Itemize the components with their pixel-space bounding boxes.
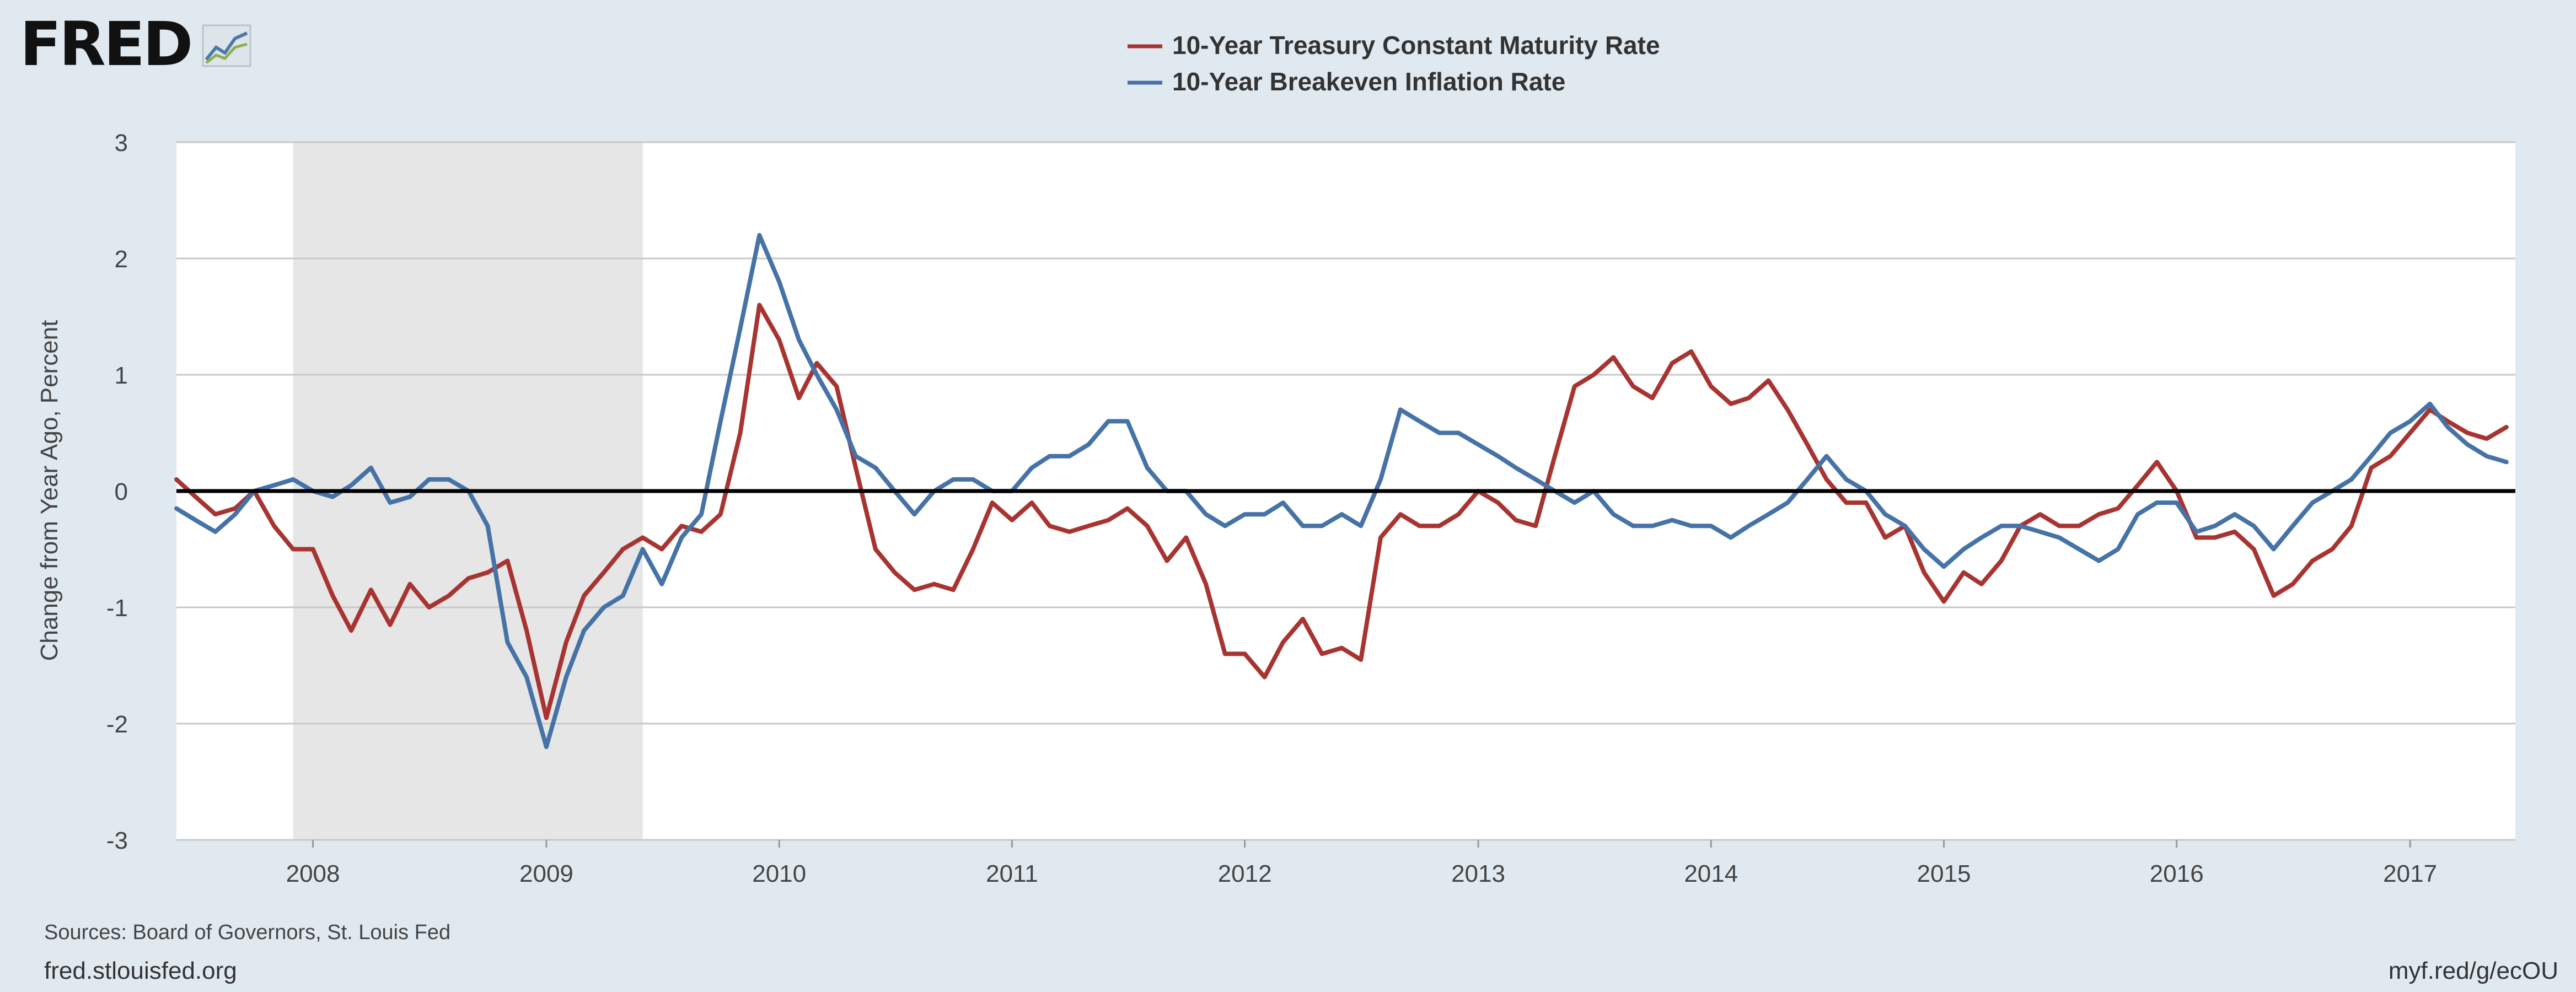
- legend-label: 10-Year Breakeven Inflation Rate: [1172, 67, 1565, 96]
- y-tick-label: -2: [106, 711, 128, 738]
- x-tick-label: 2014: [1684, 860, 1738, 887]
- x-tick-label: 2016: [2150, 860, 2204, 887]
- site-link[interactable]: fred.stlouisfed.org: [44, 957, 237, 984]
- logo-text: FRED: [20, 9, 191, 79]
- x-tick-label: 2017: [2383, 860, 2437, 887]
- y-tick-label: 1: [115, 362, 128, 389]
- x-tick-label: 2008: [286, 860, 340, 887]
- legend-item-treasury: 10-Year Treasury Constant Maturity Rate: [1128, 31, 1660, 60]
- legend-item-breakeven: 10-Year Breakeven Inflation Rate: [1128, 67, 1565, 96]
- x-tick-label: 2015: [1917, 860, 1971, 887]
- y-tick-label: 2: [115, 246, 128, 273]
- y-tick-label: -3: [106, 827, 128, 854]
- short-url-link[interactable]: myf.red/g/ecOU: [2389, 957, 2558, 984]
- y-axis-label: Change from Year Ago, Percent: [36, 320, 63, 661]
- x-tick-label: 2012: [1218, 860, 1272, 887]
- y-tick-label: 3: [115, 130, 128, 157]
- x-tick-label: 2011: [986, 860, 1038, 887]
- series-line-treasury: [174, 303, 2509, 720]
- series-line-breakeven: [174, 233, 2509, 750]
- fred-logo[interactable]: FRED: [20, 9, 251, 79]
- chart-legend: 10-Year Treasury Constant Maturity Rate …: [1128, 31, 1660, 96]
- x-tick-label: 2009: [519, 860, 573, 887]
- y-tick-label: -1: [106, 595, 128, 622]
- x-tick-label: 2013: [1451, 860, 1505, 887]
- sources-note: Sources: Board of Governors, St. Louis F…: [44, 921, 450, 944]
- y-tick-label: 0: [115, 478, 128, 505]
- x-tick-label: 2010: [752, 860, 806, 887]
- trend-chart-icon: [202, 24, 251, 67]
- legend-label: 10-Year Treasury Constant Maturity Rate: [1172, 31, 1660, 60]
